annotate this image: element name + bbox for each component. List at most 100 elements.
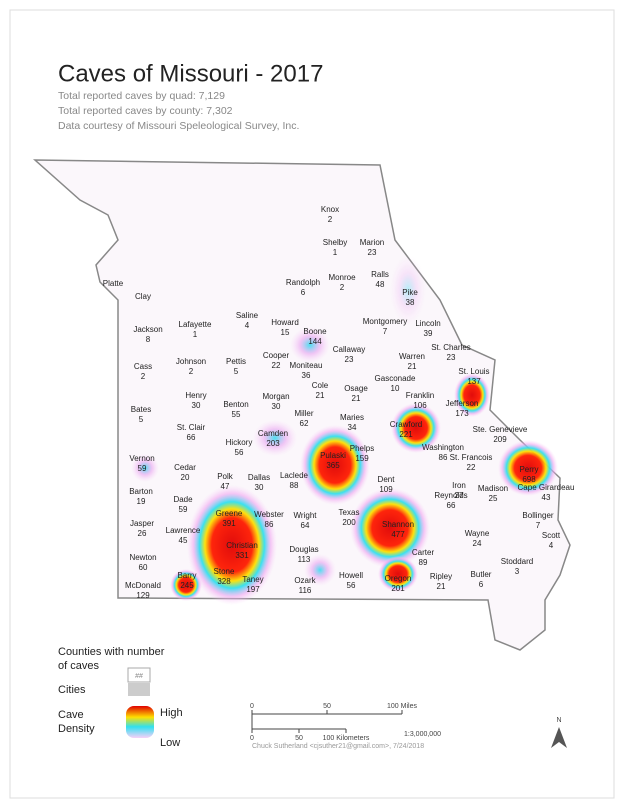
subtitle: Total reported caves by county: 7,302: [58, 105, 233, 117]
county-name: Warren: [399, 352, 425, 361]
county-caves: 21: [408, 362, 417, 371]
county-caves: 45: [179, 536, 188, 545]
county-name: Ripley: [430, 572, 452, 581]
county-caves: 59: [138, 464, 147, 473]
county-caves: 365: [326, 461, 340, 470]
legend-text: of caves: [58, 660, 99, 672]
county-name: Oregon: [385, 574, 412, 583]
north-label: N: [556, 717, 561, 724]
county-name: Randolph: [286, 278, 320, 287]
county-name: St. Louis: [458, 367, 489, 376]
county-name: Ozark: [294, 576, 316, 585]
county-name: Ste. Genevieve: [473, 425, 528, 434]
county-name: Dent: [378, 475, 396, 484]
county-caves: 59: [179, 505, 188, 514]
subtitle: Total reported caves by quad: 7,129: [58, 90, 225, 102]
county-caves: 56: [235, 448, 244, 457]
scale-label: 0: [250, 703, 254, 710]
county-caves: 2: [141, 372, 146, 381]
scale-label: 50: [323, 703, 331, 710]
county-name: McDonald: [125, 581, 161, 590]
county-name: Saline: [236, 311, 259, 320]
scale-label: 0: [250, 735, 254, 742]
county-name: Crawford: [390, 420, 422, 429]
county-caves: 15: [281, 328, 290, 337]
county-caves: 221: [399, 430, 413, 439]
county-caves: 7: [383, 327, 388, 336]
county-name: Reynolds: [434, 491, 467, 500]
county-name: Jasper: [130, 519, 154, 528]
county-caves: 22: [272, 361, 281, 370]
county-caves: 26: [138, 529, 147, 538]
county-name: Douglas: [289, 545, 318, 554]
county-name: Hickory: [226, 438, 253, 447]
county-caves: 245: [180, 581, 194, 590]
legend-text: Low: [160, 737, 180, 749]
county-name: Jefferson: [446, 399, 479, 408]
credit: Chuck Sutherland <cjsuther21@gmail.com>,…: [252, 743, 424, 750]
north-arrow: [551, 727, 567, 748]
subtitle: Data courtesy of Missouri Speleological …: [58, 120, 299, 132]
county-name: St. Clair: [177, 423, 206, 432]
county-name: Monroe: [328, 273, 356, 282]
county-name: Gasconade: [375, 374, 416, 383]
county-name: Platte: [103, 279, 124, 288]
county-name: Perry: [519, 465, 538, 474]
county-labels: Knox2Shelby1Marion23Ralls48Monroe2Randol…: [103, 205, 575, 600]
county-name: St. Charles: [431, 343, 471, 352]
county-name: Madison: [478, 484, 508, 493]
county-name: Carter: [412, 548, 435, 557]
county-name: Butler: [471, 570, 492, 579]
county-caves: 24: [473, 539, 482, 548]
county-caves: 88: [290, 481, 299, 490]
county-name: Greene: [216, 509, 243, 518]
county-caves: 34: [348, 423, 357, 432]
county-name: Knox: [321, 205, 339, 214]
county-name: Johnson: [176, 357, 206, 366]
scale-label: 100 Kilometers: [323, 735, 370, 742]
county-caves: 328: [217, 577, 231, 586]
county-caves: 20: [181, 473, 190, 482]
county-name: Morgan: [262, 392, 289, 401]
county-caves: 66: [447, 501, 456, 510]
county-caves: 113: [298, 555, 311, 564]
scale-label: 50: [295, 735, 303, 742]
county-name: Stoddard: [501, 557, 533, 566]
county-caves: 200: [342, 518, 356, 527]
county-caves: 391: [222, 519, 236, 528]
county-caves: 5: [139, 415, 144, 424]
county-caves: 209: [493, 435, 507, 444]
county-caves: 36: [302, 371, 311, 380]
county-name: Cole: [312, 381, 329, 390]
county-name: Dade: [173, 495, 193, 504]
county-caves: 6: [479, 580, 484, 589]
county-caves: 159: [355, 454, 369, 463]
county-caves: 48: [376, 280, 385, 289]
county-caves: 21: [437, 582, 446, 591]
county-caves: 56: [347, 581, 356, 590]
county-name: Pulaski: [320, 451, 346, 460]
county-name: Miller: [294, 409, 313, 418]
county-caves: 137: [467, 377, 481, 386]
county-name: Cedar: [174, 463, 196, 472]
county-name: Bates: [131, 405, 151, 414]
county-caves: 698: [522, 475, 536, 484]
county-name: Newton: [129, 553, 156, 562]
county-caves: 66: [187, 433, 196, 442]
county-name: Phelps: [350, 444, 374, 453]
county-caves: 62: [300, 419, 309, 428]
county-name: Ralls: [371, 270, 389, 279]
county-name: St. Francois: [450, 453, 493, 462]
county-name: Clay: [135, 292, 151, 301]
county-name: Camden: [258, 429, 288, 438]
county-name: Vernon: [129, 454, 154, 463]
county-caves: 477: [391, 530, 405, 539]
legend-text: Density: [58, 723, 95, 735]
county-caves: 86: [265, 520, 274, 529]
county-caves: 23: [447, 353, 456, 362]
county-caves: 30: [192, 401, 201, 410]
county-name: Shannon: [382, 520, 414, 529]
county-caves: 331: [235, 551, 249, 560]
county-caves: 116: [299, 586, 312, 595]
county-caves: 23: [368, 248, 377, 257]
